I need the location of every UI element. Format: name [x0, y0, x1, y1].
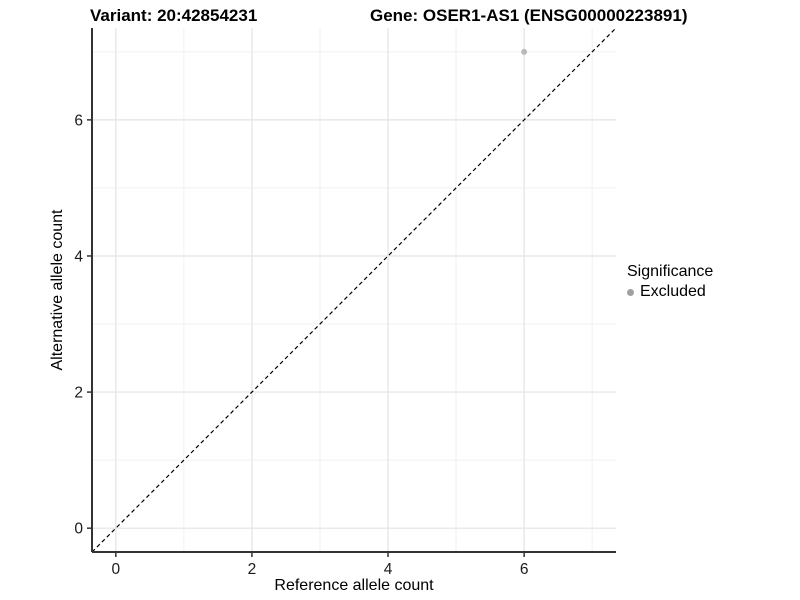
- svg-text:4: 4: [74, 248, 83, 265]
- svg-text:6: 6: [520, 561, 529, 578]
- y-axis-title: Alternative allele count: [49, 209, 66, 371]
- legend-point-icon: [627, 288, 634, 296]
- svg-text:2: 2: [248, 561, 257, 578]
- legend-entries: Excluded: [627, 282, 713, 302]
- plot-title-variant: Variant: 20:42854231: [90, 6, 258, 25]
- x-axis-title: Reference allele count: [274, 577, 434, 594]
- svg-text:6: 6: [74, 112, 83, 129]
- svg-text:0: 0: [112, 561, 121, 578]
- svg-text:4: 4: [384, 561, 393, 578]
- svg-text:2: 2: [74, 385, 83, 402]
- legend-entry: Excluded: [627, 282, 713, 302]
- svg-text:0: 0: [74, 521, 83, 538]
- legend: Significance Excluded: [627, 262, 713, 302]
- plot-title-gene: Gene: OSER1-AS1 (ENSG00000223891): [370, 6, 688, 25]
- legend-entry-label: Excluded: [640, 283, 706, 300]
- legend-title: Significance: [627, 263, 714, 280]
